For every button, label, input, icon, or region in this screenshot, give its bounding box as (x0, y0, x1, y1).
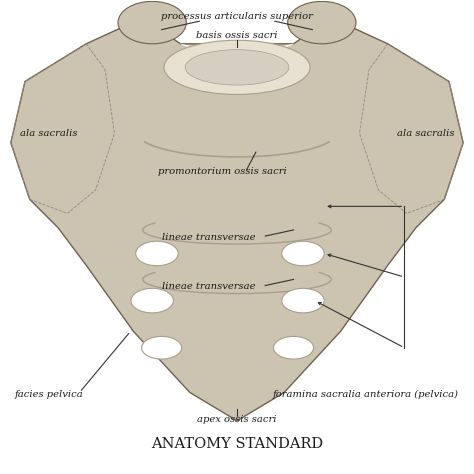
Text: apex ossis sacri: apex ossis sacri (197, 415, 277, 424)
Text: ANATOMY STANDARD: ANATOMY STANDARD (151, 438, 323, 451)
Ellipse shape (185, 50, 289, 85)
Ellipse shape (136, 241, 178, 266)
Ellipse shape (273, 337, 314, 359)
Text: processus articularis superior: processus articularis superior (161, 12, 313, 21)
Text: ala sacralis: ala sacralis (20, 129, 77, 138)
Ellipse shape (131, 288, 173, 313)
Text: foramina sacralia anteriora (pelvica): foramina sacralia anteriora (pelvica) (273, 390, 458, 400)
Ellipse shape (282, 241, 324, 266)
Text: lineae transversae: lineae transversae (162, 233, 255, 241)
Ellipse shape (288, 1, 356, 44)
Polygon shape (11, 18, 463, 421)
Ellipse shape (164, 40, 310, 94)
Ellipse shape (142, 337, 182, 359)
Ellipse shape (282, 288, 324, 313)
Polygon shape (181, 44, 293, 77)
Text: ala sacralis: ala sacralis (397, 129, 454, 138)
Ellipse shape (118, 1, 186, 44)
Text: facies pelvica: facies pelvica (14, 391, 83, 400)
Text: basis ossis sacri: basis ossis sacri (196, 31, 278, 40)
Text: lineae transversae: lineae transversae (162, 282, 255, 291)
Text: promontorium ossis sacri: promontorium ossis sacri (158, 167, 287, 176)
